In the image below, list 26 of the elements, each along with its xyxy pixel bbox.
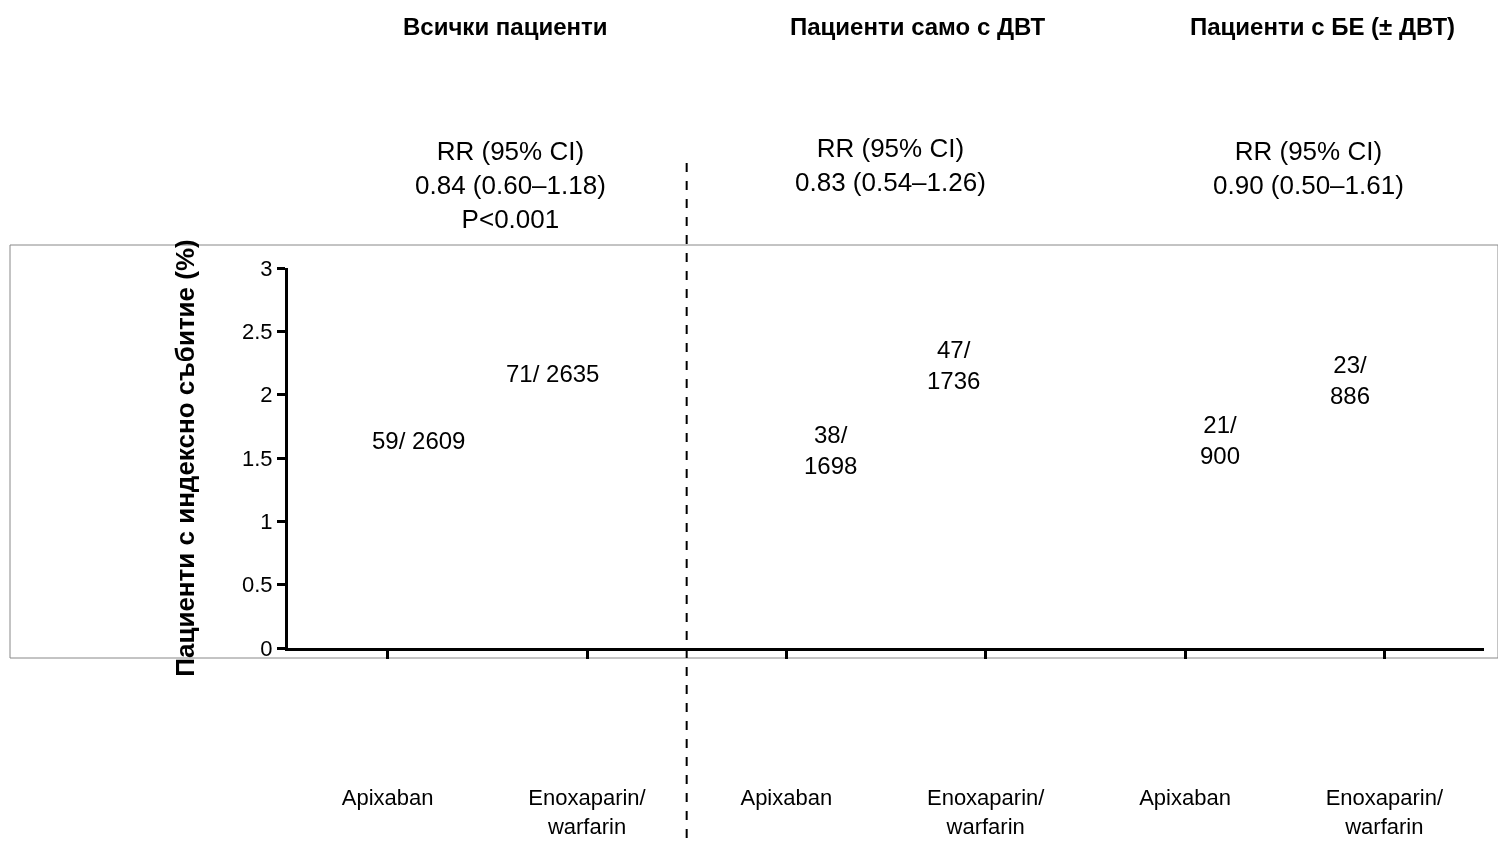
- annotation: 23/ 886: [1330, 351, 1371, 410]
- text: RR (95% CI) 0.83 (0.54–1.26): [795, 133, 986, 197]
- annotation: 21/ 900: [1200, 411, 1241, 470]
- annotation: 47/ 1736: [927, 336, 981, 395]
- y-tick-label: 0: [260, 635, 273, 661]
- x-tick-label: Apixaban: [740, 785, 833, 811]
- y-axis-title: Пациенти с индексно събитие (%): [170, 239, 201, 677]
- x-tick-label: Apixaban: [341, 785, 434, 811]
- y-tick-label: 3: [260, 255, 273, 281]
- y-tick-label: 1: [260, 509, 273, 535]
- text: Всички пациенти: [403, 13, 608, 40]
- text: RR (95% CI) 0.84 (0.60–1.18) P<0.001: [415, 136, 606, 234]
- text: RR (95% CI) 0.90 (0.50–1.61): [1213, 136, 1404, 200]
- y-tick-label: 0.5: [242, 572, 273, 598]
- x-tick-label: Enoxaparin/ warfarin: [528, 785, 647, 839]
- x-tick-label: Enoxaparin/ warfarin: [1325, 785, 1444, 839]
- annotation: 38/ 1698: [804, 421, 858, 480]
- y-tick-label: 1.5: [242, 445, 273, 471]
- text: Пациенти само с ДВТ: [790, 13, 1046, 40]
- y-tick-label: 2.5: [242, 319, 273, 345]
- text: Пациенти с БЕ (± ДВТ): [1190, 13, 1456, 40]
- annotation: 59/ 2609: [372, 427, 466, 454]
- annotation: 71/ 2635: [506, 360, 600, 387]
- x-tick-label: Apixaban: [1139, 785, 1231, 811]
- x-tick-label: Enoxaparin/ warfarin: [926, 785, 1046, 839]
- y-tick-label: 2: [260, 382, 273, 408]
